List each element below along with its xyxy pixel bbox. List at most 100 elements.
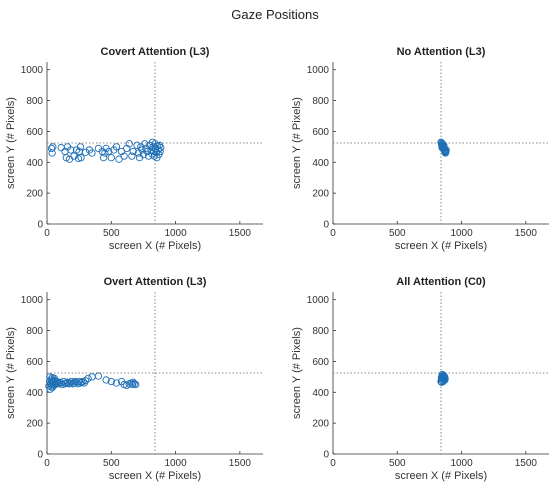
y-tick-label: 1000 [307,295,330,306]
gaze-point [105,147,113,156]
x-tick-label: 0 [330,458,336,469]
subplot-1: Covert Attention (L3) 0 500 1000 1500 0 200 400… [5,46,263,252]
gaze-point [107,377,115,386]
subplot-title: All Attention (C0) [396,276,486,288]
x-tick-label: 500 [389,228,406,239]
gaze-point [151,140,159,148]
gaze-point [129,147,137,156]
x-tick-label: 500 [103,228,120,239]
gaze-point [157,143,165,152]
x-tick-label: 0 [44,458,50,469]
x-axis-label: screen X (# Pixels) [395,240,487,252]
gaze-point [141,140,149,148]
y-tick-label: 200 [26,419,43,430]
y-tick-label: 400 [312,388,329,399]
y-tick-label: 1000 [307,65,330,76]
y-tick-label: 1000 [21,295,44,306]
gaze-point [99,154,108,162]
gaze-point [112,143,121,151]
subplot-3: Overt Attention (L3) 0 500 1000 1500 0 200 400 6… [5,276,263,482]
gaze-point [112,379,121,387]
y-tick-label: 600 [26,357,43,368]
gaze-point [442,146,450,154]
x-tick-label: 1500 [515,228,538,239]
y-tick-label: 400 [26,388,43,399]
y-tick-label: 600 [26,127,43,138]
x-axis-label: screen X (# Pixels) [109,470,201,482]
y-axis-label: screen Y (# Pixels) [5,327,17,419]
y-axis-label: screen Y (# Pixels) [291,97,303,189]
y-tick-label: 0 [323,450,329,461]
x-tick-label: 0 [330,228,336,239]
gaze-point [138,146,146,154]
gaze-point [133,141,141,149]
x-tick-label: 1000 [164,458,187,469]
y-tick-label: 600 [312,357,329,368]
y-tick-label: 800 [26,326,43,337]
gaze-point [65,380,73,388]
gaze-point [88,149,96,157]
x-tick-label: 1500 [229,228,252,239]
gaze-point [76,143,85,151]
subplot-title: Covert Attention (L3) [101,46,210,58]
x-tick-label: 1000 [164,228,187,239]
gaze-point [70,152,78,160]
y-tick-label: 400 [26,158,43,169]
subplot-title: No Attention (L3) [397,46,486,58]
x-tick-label: 500 [103,458,120,469]
gaze-point [129,378,137,386]
gaze-point [125,140,133,148]
gaze-point [148,150,156,158]
gaze-point [69,380,77,388]
gaze-point [77,154,85,162]
y-tick-label: 600 [312,127,329,138]
gaze-point [154,146,162,154]
gaze-point [48,149,56,157]
gaze-point [88,373,96,381]
subplot-2: No Attention (L3) 0 500 1000 1500 0 200 400 600 8… [291,46,549,252]
gaze-point [67,146,75,154]
x-tick-label: 1000 [450,228,473,239]
gaze-point [84,374,92,383]
x-tick-label: 1000 [450,458,473,469]
gaze-point [47,144,56,153]
gaze-point [101,149,109,157]
y-tick-label: 800 [312,96,329,107]
gaze-point [94,372,103,380]
gaze-point [107,154,115,162]
x-axis-label: screen X (# Pixels) [109,240,201,252]
x-tick-label: 500 [389,458,406,469]
gaze-point [132,380,140,389]
y-tick-label: 400 [312,158,329,169]
gaze-point [57,143,65,152]
y-tick-label: 800 [312,326,329,337]
y-axis-label: screen Y (# Pixels) [5,97,17,189]
gaze-point [130,380,139,388]
gaze-point [49,143,57,151]
subplot-title: Overt Attention (L3) [104,276,207,288]
y-tick-label: 200 [312,419,329,430]
y-tick-label: 0 [323,220,329,231]
y-axis-label: screen Y (# Pixels) [291,327,303,419]
gaze-point [81,377,90,385]
y-tick-label: 1000 [21,65,44,76]
gaze-point [156,147,164,156]
gaze-point [102,376,110,384]
x-axis-label: screen X (# Pixels) [395,470,487,482]
gaze-point [128,152,136,160]
gaze-point [120,152,128,160]
y-tick-label: 0 [37,450,43,461]
y-tick-label: 0 [37,220,43,231]
y-tick-label: 200 [26,189,43,200]
x-tick-label: 1500 [515,458,538,469]
figure-title: Gaze Positions [231,7,319,22]
y-tick-label: 800 [26,96,43,107]
x-tick-label: 1500 [229,458,252,469]
subplot-4: All Attention (C0) 0 500 1000 1500 0 200 400 600… [291,276,549,482]
gaze-point [441,147,450,155]
x-tick-label: 0 [44,228,50,239]
y-tick-label: 200 [312,189,329,200]
gaze-point [441,374,449,383]
